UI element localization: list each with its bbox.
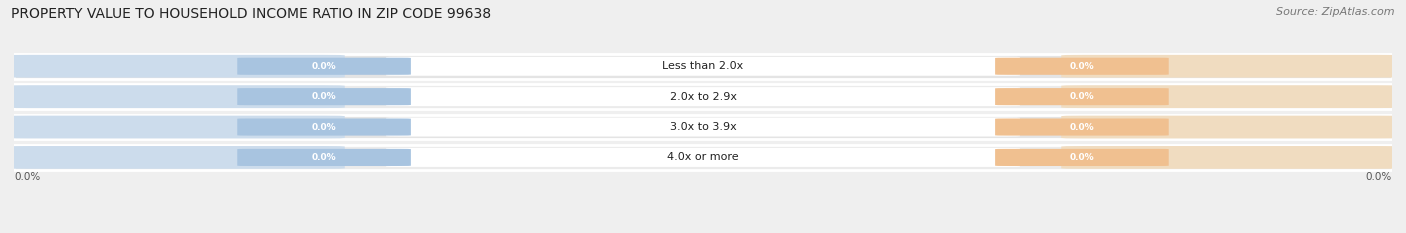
FancyBboxPatch shape bbox=[995, 149, 1168, 166]
FancyBboxPatch shape bbox=[7, 146, 344, 169]
FancyBboxPatch shape bbox=[7, 55, 344, 78]
Text: 0.0%: 0.0% bbox=[1365, 172, 1392, 182]
Text: Less than 2.0x: Less than 2.0x bbox=[662, 61, 744, 71]
Text: 0.0%: 0.0% bbox=[312, 153, 336, 162]
FancyBboxPatch shape bbox=[238, 88, 411, 105]
FancyBboxPatch shape bbox=[14, 145, 1392, 170]
FancyBboxPatch shape bbox=[238, 118, 411, 136]
Text: Source: ZipAtlas.com: Source: ZipAtlas.com bbox=[1277, 7, 1395, 17]
FancyBboxPatch shape bbox=[387, 117, 1019, 137]
Text: 0.0%: 0.0% bbox=[1070, 123, 1094, 132]
FancyBboxPatch shape bbox=[1062, 85, 1399, 108]
Text: 0.0%: 0.0% bbox=[1070, 153, 1094, 162]
FancyBboxPatch shape bbox=[387, 87, 1019, 106]
Text: 4.0x or more: 4.0x or more bbox=[668, 152, 738, 162]
Text: 0.0%: 0.0% bbox=[312, 92, 336, 101]
Text: 3.0x to 3.9x: 3.0x to 3.9x bbox=[669, 122, 737, 132]
Text: PROPERTY VALUE TO HOUSEHOLD INCOME RATIO IN ZIP CODE 99638: PROPERTY VALUE TO HOUSEHOLD INCOME RATIO… bbox=[11, 7, 491, 21]
FancyBboxPatch shape bbox=[7, 116, 344, 138]
Text: 0.0%: 0.0% bbox=[14, 172, 41, 182]
FancyBboxPatch shape bbox=[14, 115, 1392, 140]
FancyBboxPatch shape bbox=[1062, 146, 1399, 169]
Text: 0.0%: 0.0% bbox=[1070, 92, 1094, 101]
FancyBboxPatch shape bbox=[238, 149, 411, 166]
FancyBboxPatch shape bbox=[387, 148, 1019, 167]
Text: 0.0%: 0.0% bbox=[1070, 62, 1094, 71]
FancyBboxPatch shape bbox=[14, 84, 1392, 109]
FancyBboxPatch shape bbox=[387, 57, 1019, 76]
FancyBboxPatch shape bbox=[995, 118, 1168, 136]
Text: 0.0%: 0.0% bbox=[312, 62, 336, 71]
Text: 0.0%: 0.0% bbox=[312, 123, 336, 132]
FancyBboxPatch shape bbox=[238, 58, 411, 75]
FancyBboxPatch shape bbox=[995, 88, 1168, 105]
FancyBboxPatch shape bbox=[995, 58, 1168, 75]
FancyBboxPatch shape bbox=[7, 85, 344, 108]
FancyBboxPatch shape bbox=[1062, 116, 1399, 138]
Text: 2.0x to 2.9x: 2.0x to 2.9x bbox=[669, 92, 737, 102]
FancyBboxPatch shape bbox=[1062, 55, 1399, 78]
FancyBboxPatch shape bbox=[14, 54, 1392, 79]
